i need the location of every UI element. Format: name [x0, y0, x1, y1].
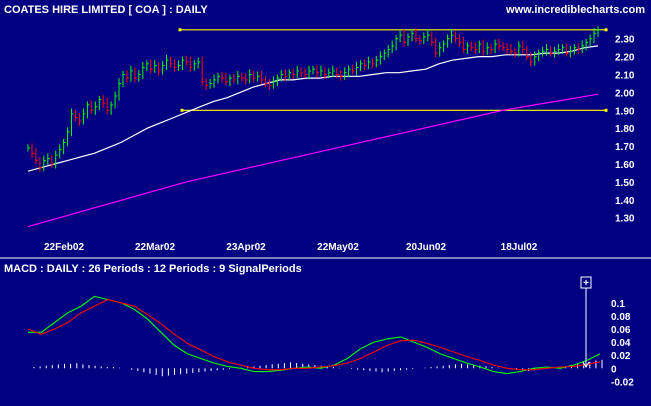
price-tick-label: 1.70 — [615, 142, 635, 153]
date-tick-label: 20Jun02 — [406, 242, 446, 253]
price-tick-label: 2.30 — [615, 35, 635, 46]
macd-tick-label: 0.06 — [611, 325, 631, 336]
macd-tick-label: 0.02 — [611, 351, 631, 362]
long-moving-average-line — [27, 93, 599, 228]
resistance-support-lines — [178, 28, 608, 112]
macd-annotation[interactable]: + — [580, 276, 592, 368]
price-axis: 2.30 2.20 2.10 2.00 1.90 1.80 1.70 1.60 1.50 1.40… — [615, 35, 635, 225]
line-endpoint — [604, 28, 608, 32]
site-url[interactable]: www.incrediblecharts.com — [505, 4, 645, 16]
price-tick-label: 1.50 — [615, 178, 635, 189]
price-tick-label: 1.90 — [615, 106, 635, 117]
short-moving-average — [27, 45, 599, 172]
annotation-label: + — [583, 278, 589, 289]
line-endpoint — [604, 108, 608, 112]
price-tick-label: 1.30 — [615, 214, 635, 225]
price-bars — [27, 26, 600, 173]
annotation-arrowhead — [582, 361, 590, 368]
date-tick-label: 22Feb02 — [44, 242, 84, 253]
macd-tick-label: 0.04 — [611, 338, 631, 349]
date-axis: 22Feb02 22Mar02 23Apr02 22May02 20Jun02 18Jul… — [44, 242, 538, 253]
line-endpoint — [178, 28, 182, 32]
line-endpoint — [180, 108, 184, 112]
chart-title: COATES HIRE LIMITED [ COA ] : DAILY — [4, 4, 208, 16]
date-tick-label: 23Apr02 — [226, 242, 266, 253]
macd-lines — [27, 295, 601, 375]
price-tick-label: 2.00 — [615, 88, 635, 99]
date-tick-label: 18Jul02 — [501, 242, 538, 253]
macd-tick-label: 0.1 — [611, 299, 625, 310]
short-moving-average-line — [27, 45, 599, 172]
macd-tick-label: -0.02 — [611, 377, 634, 388]
price-tick-label: 2.10 — [615, 71, 635, 82]
signal-line — [27, 299, 601, 371]
price-tick-label: 2.20 — [615, 53, 635, 64]
price-tick-label: 1.40 — [615, 196, 635, 207]
long-moving-average — [27, 93, 599, 228]
price-tick-label: 1.80 — [615, 124, 635, 135]
price-tick-label: 1.60 — [615, 160, 635, 171]
macd-title: MACD : DAILY : 26 Periods : 12 Periods :… — [4, 263, 302, 275]
date-tick-label: 22May02 — [317, 242, 359, 253]
macd-axis: 0.1 0.08 0.06 0.04 0.02 0 -0.02 — [611, 299, 634, 389]
macd-tick-label: 0.08 — [611, 312, 631, 323]
macd-tick-label: 0 — [611, 364, 617, 375]
macd-histogram — [33, 359, 603, 377]
date-tick-label: 22Mar02 — [135, 242, 175, 253]
